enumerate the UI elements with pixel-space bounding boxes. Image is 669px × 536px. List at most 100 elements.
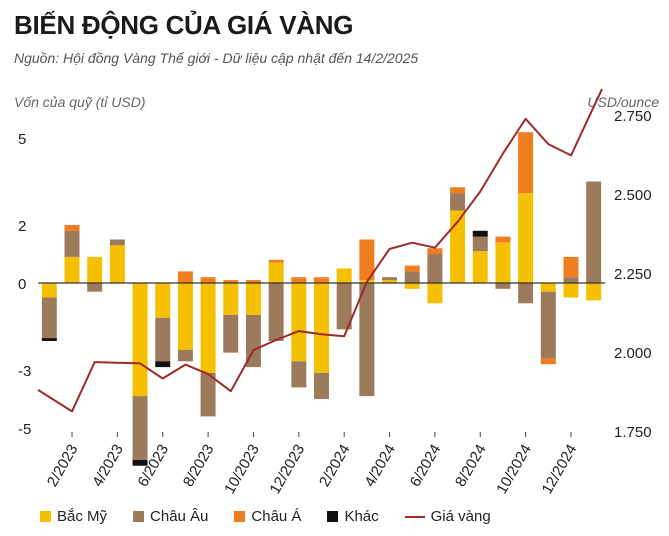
- bar-segment: [495, 236, 511, 243]
- bar-segment: [540, 291, 556, 359]
- bar-segment: [291, 361, 307, 388]
- y2-tick-label: 2.000: [614, 345, 652, 362]
- bar-segment: [268, 283, 284, 341]
- y2-tick-label: 2.750: [614, 108, 652, 125]
- bar-segment: [291, 283, 307, 362]
- bar-segment: [359, 239, 375, 281]
- bar-segment: [404, 265, 420, 272]
- legend-label: Châu Âu: [150, 508, 209, 525]
- legend-line: [404, 515, 425, 518]
- bar-segment: [314, 283, 329, 373]
- gold-price-line: [37, 88, 603, 413]
- bar-segment: [563, 277, 579, 283]
- bar-segment: [495, 242, 511, 283]
- x-tick-label: 6/2024: [407, 442, 445, 490]
- bar-segment: [450, 193, 466, 211]
- y-tick-label: 5: [18, 131, 26, 148]
- y-tick-label: -5: [18, 421, 31, 438]
- bar-segment: [268, 262, 284, 283]
- bar-segment: [41, 283, 57, 298]
- x-tick-label: 12/2024: [539, 442, 581, 497]
- bar-segment: [427, 254, 443, 283]
- bar-segment: [132, 459, 148, 466]
- bar-segment: [64, 225, 80, 231]
- legend-label: Khác: [344, 508, 379, 525]
- legend-swatch: [327, 511, 339, 522]
- bar-segment: [155, 361, 171, 368]
- legend-item-europe: Châu Âu: [133, 508, 208, 525]
- bar-segment: [245, 283, 261, 315]
- bar-segment: [109, 245, 125, 283]
- bar-segment: [382, 277, 398, 281]
- bar-segment: [540, 358, 556, 365]
- bar-segment: [41, 297, 57, 339]
- chart-title: BIẾN ĐỘNG CỦA GIÁ VÀNG: [14, 10, 354, 40]
- bar-segment: [64, 230, 80, 257]
- bar-segment: [586, 283, 602, 301]
- bar-segment: [518, 283, 534, 304]
- bar-segment: [427, 248, 443, 254]
- legend-swatch: [133, 511, 145, 522]
- bar-segment: [314, 277, 329, 283]
- bar-segment: [223, 314, 239, 353]
- bar-segment: [472, 230, 488, 237]
- y2-tick-label: 2.250: [614, 266, 652, 283]
- x-tick-label: 10/2024: [493, 442, 535, 497]
- x-tick-label: 2/2024: [316, 442, 354, 490]
- bar-segment: [472, 251, 488, 283]
- bar-segment: [314, 372, 329, 399]
- bar-segment: [291, 277, 307, 283]
- legend-label: Châu Á: [251, 508, 302, 525]
- bar-segment: [472, 236, 488, 252]
- bar-segment: [382, 280, 398, 283]
- bar-segment: [336, 283, 352, 330]
- bar-segment: [540, 283, 556, 292]
- bar-segment: [177, 349, 193, 362]
- bar-segment: [155, 283, 171, 318]
- x-tick-label: 12/2023: [266, 442, 308, 497]
- x-tick-label: 8/2023: [180, 442, 218, 490]
- bar-segment: [518, 132, 534, 194]
- bar-segment: [223, 280, 239, 283]
- bar-segment: [177, 271, 193, 283]
- bar-segment: [41, 338, 57, 341]
- y2-axis-label: USD/ounce: [587, 94, 659, 110]
- legend-label: Bắc Mỹ: [57, 508, 108, 525]
- bar-segment: [563, 283, 579, 298]
- y-tick-label: -3: [18, 363, 31, 380]
- legend-label: Giá vàng: [430, 508, 491, 525]
- bar-segment: [109, 239, 125, 246]
- bar-segment: [586, 181, 602, 283]
- bar-segment: [404, 271, 420, 283]
- bar-segment: [268, 259, 284, 263]
- bar-segment: [64, 256, 80, 283]
- bar-segment: [87, 283, 103, 292]
- y2-tick-label: 2.500: [614, 187, 652, 204]
- bar-segment: [359, 283, 375, 397]
- legend-swatch: [40, 511, 51, 522]
- bar-segment: [200, 283, 216, 373]
- x-tick-label: 2/2023: [44, 442, 82, 490]
- bar-segment: [427, 283, 443, 304]
- y-tick-label: 2: [18, 218, 26, 235]
- legend-item-asia: Châu Á: [234, 508, 301, 525]
- bar-segment: [450, 187, 466, 194]
- bar-segment: [223, 283, 239, 315]
- legend-item-gold-price: Giá vàng: [404, 508, 491, 525]
- x-tick-label: 4/2023: [89, 442, 127, 490]
- y2-tick-label: 1.750: [614, 424, 652, 441]
- bar-segment: [200, 277, 216, 283]
- bar-segment: [495, 283, 511, 289]
- bar-segment: [336, 268, 352, 283]
- legend: Bắc Mỹ Châu Âu Châu Á Khác Giá vàng: [40, 508, 491, 525]
- bar-segment: [518, 193, 534, 283]
- bar-segment: [404, 283, 420, 289]
- bar-segment: [87, 256, 103, 283]
- bar-segment: [450, 210, 466, 283]
- x-tick-label: 4/2024: [361, 442, 399, 490]
- bar-segment: [155, 317, 171, 362]
- bar-segment: [563, 256, 579, 278]
- bar-segment: [200, 372, 216, 417]
- bar-segment: [177, 283, 193, 350]
